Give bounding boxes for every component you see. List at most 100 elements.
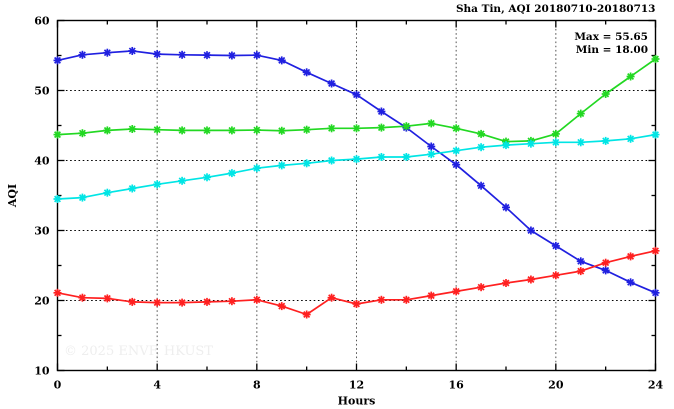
data-point-marker <box>626 252 635 261</box>
data-point-marker <box>477 283 486 292</box>
data-point-marker <box>651 130 660 139</box>
data-point-marker <box>178 50 187 59</box>
plot-frame <box>56 19 657 372</box>
data-point-marker <box>302 125 311 134</box>
data-point-marker <box>178 176 187 185</box>
x-tick-label: 20 <box>548 379 564 392</box>
chart-title: Sha Tin, AQI 20180710-20180713 <box>456 3 656 15</box>
data-point-marker <box>551 138 560 147</box>
min-value-label: Min = 18.00 <box>576 44 648 56</box>
data-point-marker <box>53 130 62 139</box>
x-tick-label: 16 <box>449 379 465 392</box>
data-point-marker <box>153 125 162 134</box>
data-point-marker <box>526 139 535 148</box>
max-value-label: Max = 55.65 <box>574 31 648 43</box>
data-point-marker <box>402 122 411 131</box>
data-point-marker <box>377 153 386 161</box>
data-point-marker <box>53 56 62 65</box>
y-tick-label: 40 <box>34 155 50 168</box>
data-point-marker <box>352 300 361 308</box>
data-point-marker <box>103 126 112 135</box>
data-point-marker <box>78 50 87 59</box>
data-point-marker <box>626 278 635 287</box>
data-point-marker <box>651 55 660 63</box>
y-tick-label: 30 <box>34 225 50 238</box>
data-point-marker <box>352 124 361 133</box>
x-axis-label: Hours <box>338 395 376 408</box>
data-point-marker <box>377 123 386 132</box>
x-tick-label: 12 <box>349 379 364 392</box>
y-tick-label: 20 <box>34 295 50 308</box>
watermark: © 2025 ENVF, HKUST <box>64 344 213 359</box>
data-point-marker <box>153 298 162 307</box>
data-point-marker <box>277 302 286 311</box>
data-point-marker <box>178 298 187 307</box>
data-point-marker <box>477 181 486 190</box>
data-point-marker <box>203 126 211 135</box>
data-point-marker <box>227 51 236 60</box>
data-point-marker <box>352 90 361 99</box>
data-point-marker <box>452 160 461 169</box>
data-point-marker <box>153 50 162 59</box>
data-point-marker <box>427 119 436 128</box>
data-point-marker <box>103 48 112 57</box>
data-point-marker <box>526 226 535 235</box>
data-point-marker <box>203 297 211 306</box>
data-point-marker <box>477 143 486 152</box>
data-point-marker <box>651 246 660 255</box>
data-point-marker <box>452 146 461 155</box>
x-tick-label: 24 <box>648 379 664 392</box>
data-point-marker <box>78 129 87 138</box>
data-point-marker <box>103 294 112 303</box>
data-point-marker <box>551 129 560 138</box>
data-point-marker <box>427 150 436 159</box>
data-point-marker <box>427 142 436 151</box>
data-point-marker <box>227 169 236 178</box>
data-point-marker <box>402 153 411 161</box>
data-point-marker <box>78 293 87 302</box>
data-point-marker <box>477 129 486 138</box>
data-point-marker <box>651 288 660 297</box>
data-point-marker <box>452 287 461 296</box>
data-point-marker <box>377 295 386 304</box>
data-point-marker <box>78 193 87 202</box>
x-tick-label: 0 <box>54 379 62 392</box>
data-point-marker <box>601 136 610 145</box>
data-point-marker <box>277 126 286 135</box>
data-point-marker <box>327 124 336 133</box>
data-point-marker <box>502 203 510 212</box>
data-point-marker <box>601 90 610 98</box>
data-point-marker <box>128 46 137 55</box>
data-point-marker <box>502 279 510 287</box>
data-point-marker <box>128 125 137 133</box>
x-tick-label: 8 <box>253 379 261 392</box>
y-tick-label: 50 <box>34 85 50 98</box>
data-point-marker <box>526 275 535 284</box>
data-point-marker <box>402 295 411 304</box>
data-point-marker <box>203 51 211 60</box>
data-point-marker <box>103 188 112 197</box>
data-point-marker <box>601 258 610 267</box>
data-point-marker <box>551 241 560 250</box>
y-tick-label: 60 <box>34 15 50 28</box>
data-point-marker <box>327 79 336 88</box>
data-point-marker <box>601 266 610 275</box>
data-point-marker <box>626 134 635 143</box>
data-point-marker <box>53 288 62 297</box>
data-point-marker <box>128 297 137 306</box>
data-point-marker <box>252 295 261 304</box>
data-point-marker <box>576 138 585 147</box>
x-tick-label: 4 <box>153 379 161 392</box>
data-point-marker <box>551 271 560 280</box>
data-point-marker <box>427 291 436 300</box>
data-point-marker <box>352 155 361 164</box>
data-point-marker <box>626 72 635 81</box>
y-tick-label: 10 <box>34 365 50 378</box>
data-point-marker <box>227 297 236 306</box>
data-point-marker <box>576 267 585 276</box>
data-point-marker <box>227 126 236 135</box>
data-point-marker <box>178 126 187 135</box>
data-point-marker <box>252 164 261 173</box>
data-point-marker <box>302 68 311 77</box>
